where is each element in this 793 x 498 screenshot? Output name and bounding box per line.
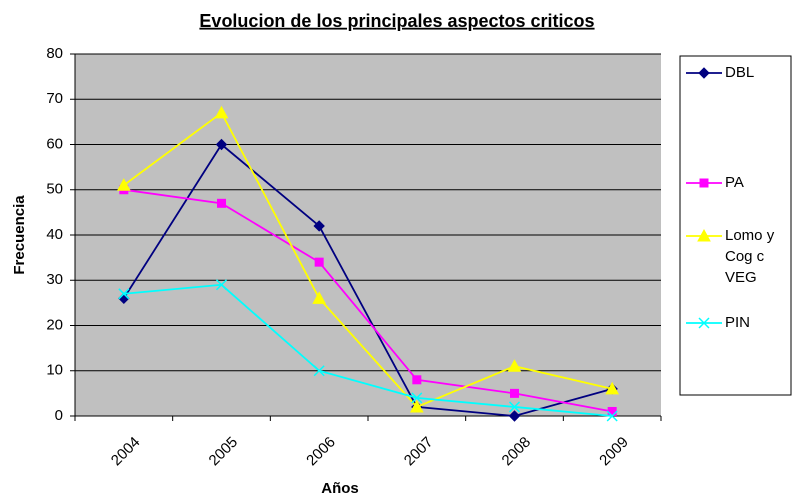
marker [507,359,522,372]
marker [510,388,519,398]
marker [698,67,710,79]
x-tick-label: 2007 [401,434,437,470]
marker [215,138,228,151]
marker [606,410,618,422]
y-tick-label: 0 [55,407,63,424]
legend-label: PA [725,174,744,191]
x-tick-label: 2008 [499,434,535,470]
marker [699,178,709,188]
line [123,188,613,413]
marker [314,257,324,267]
line [123,283,613,417]
y-tick-label: 40 [46,226,63,243]
marker [215,279,228,291]
marker [116,178,131,191]
marker [409,399,424,413]
chart-title: Evolucion de los principales aspectos cr… [199,11,594,31]
y-tick-label: 70 [46,90,63,107]
marker [508,410,521,422]
y-tick-label: 30 [46,271,63,288]
marker [698,317,710,329]
y-tick-label: 50 [46,181,63,198]
line [123,111,613,409]
marker [607,406,617,416]
marker [313,220,325,232]
legend-box [679,55,792,396]
x-tick-label: 2006 [303,434,339,470]
marker [214,105,229,119]
x-tick-label: 2004 [108,434,144,470]
marker [697,228,711,242]
marker [508,401,521,413]
line [123,143,613,417]
x-tick-label: 2005 [206,434,242,470]
x-tick-label: 2009 [596,434,632,470]
y-tick-label: 20 [46,316,63,333]
marker [313,365,325,377]
x-axis-label: Años [321,480,359,497]
marker [412,375,422,385]
marker [605,381,620,395]
legend-label: Lomo y Cog c VEG [725,227,775,286]
marker [118,288,130,300]
y-tick-label: 80 [46,45,63,62]
marker [312,291,327,304]
y-tick-label: 60 [46,135,63,152]
y-axis-label: Frecuencia [11,195,28,275]
legend-label: PIN [725,314,751,331]
legend-label: DBL [725,64,755,81]
y-tick-label: 10 [46,362,63,379]
marker [217,198,226,208]
marker [411,392,423,404]
